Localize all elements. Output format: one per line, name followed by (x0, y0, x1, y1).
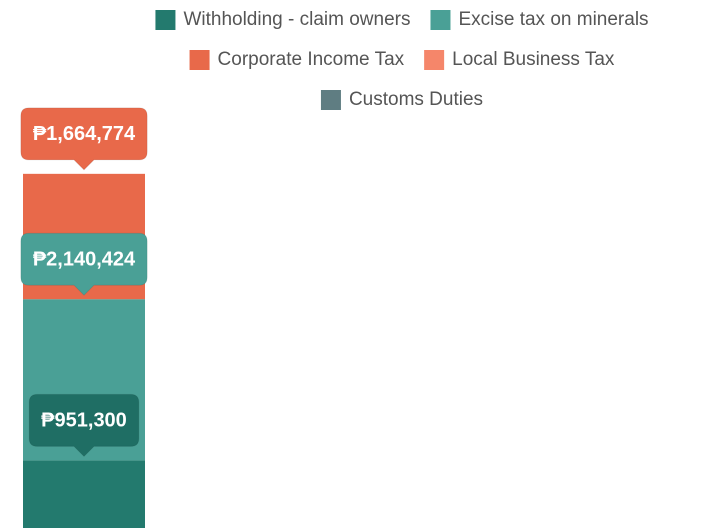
data-label: ₱2,140,424 (20, 232, 148, 296)
bar-segment (23, 460, 145, 528)
legend-label: Corporate Income Tax (218, 49, 405, 70)
legend-swatch (189, 50, 210, 70)
legend-label: Withholding - claim owners (183, 9, 410, 30)
legend-item: Customs Duties (320, 89, 483, 110)
legend-swatch (424, 50, 445, 70)
data-label-text: ₱2,140,424 (33, 248, 136, 270)
data-label: ₱1,664,774 (20, 107, 148, 171)
data-label-box (20, 232, 148, 296)
legend-item: Local Business Tax (424, 49, 615, 70)
legend-swatch (320, 90, 341, 110)
data-label-text: ₱1,664,774 (33, 123, 136, 145)
legend-label: Local Business Tax (452, 49, 615, 70)
legend-swatch (430, 10, 451, 30)
legend-item: Excise tax on minerals (430, 9, 649, 30)
legend-label: Customs Duties (349, 89, 483, 110)
legend-item: Withholding - claim owners (155, 9, 410, 30)
legend-label: Excise tax on minerals (458, 9, 648, 30)
data-label-box (28, 393, 140, 458)
data-label-text: ₱951,300 (41, 410, 127, 432)
legend-swatch (155, 10, 176, 30)
data-label-box (20, 107, 148, 171)
data-label: ₱951,300 (28, 393, 140, 458)
legend-item: Corporate Income Tax (189, 49, 405, 70)
